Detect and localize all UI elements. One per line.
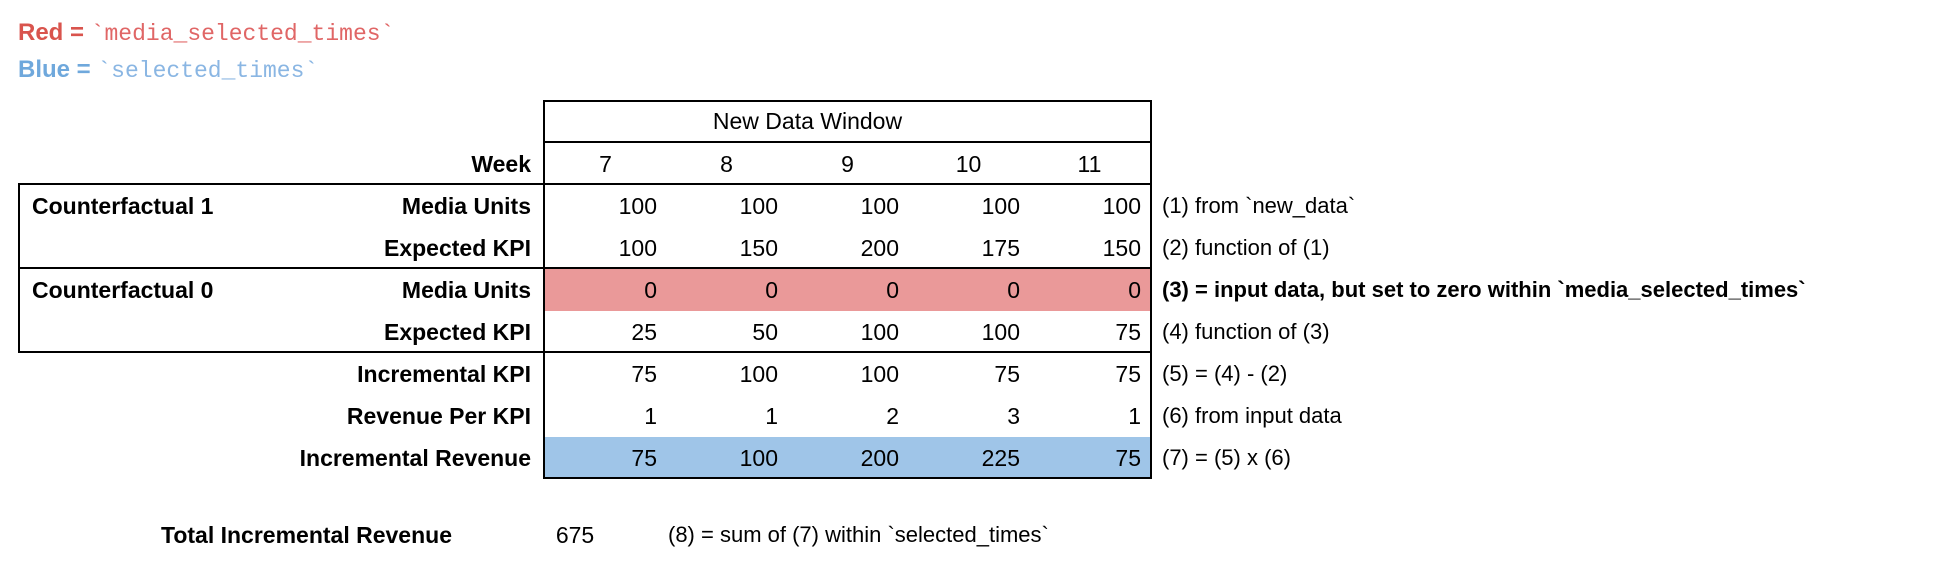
row-annotation-7: (7) = (5) x (6): [1162, 445, 1291, 470]
row-label-expected-kpi-3: Expected KPI: [384, 319, 531, 345]
value-cell: 1: [1128, 403, 1141, 429]
value-cell: 100: [860, 361, 899, 387]
total-incremental-revenue-label: Total Incremental Revenue: [161, 522, 452, 548]
value-cell: 150: [1102, 235, 1141, 261]
row-annotation-2: (2) function of (1): [1162, 235, 1330, 260]
value-cell: 100: [1102, 193, 1141, 219]
value-cell: 200: [860, 235, 899, 261]
value-cell: 0: [1007, 277, 1020, 303]
value-cell: 100: [860, 193, 899, 219]
table-bottom-border: [543, 477, 1152, 479]
value-cell: 75: [1115, 445, 1141, 471]
total-annotation: (8) = sum of (7) within `selected_times`: [668, 522, 1049, 547]
total-incremental-revenue-value: 675: [555, 522, 595, 548]
value-cell: 3: [1007, 403, 1020, 429]
value-cell: 200: [860, 445, 899, 471]
legend-blue-line: Blue = `selected_times`: [18, 55, 318, 86]
row-label-expected-kpi-1: Expected KPI: [384, 235, 531, 261]
value-cell: 75: [631, 361, 657, 387]
week-row-label: Week: [471, 151, 531, 177]
value-cell: 1: [765, 403, 778, 429]
table-top-border: [543, 100, 1152, 102]
table-left-border: [543, 100, 545, 479]
row-values-incremental-kpi-4: 75 100 100 75 75: [545, 353, 1150, 395]
week-header-cell-7: 7: [599, 151, 612, 177]
value-cell: 0: [1128, 277, 1141, 303]
value-cell: 25: [631, 319, 657, 345]
value-cell: 75: [1115, 319, 1141, 345]
row-values-revenue-per-kpi-5: 1 1 2 3 1: [545, 395, 1150, 437]
value-cell: 0: [886, 277, 899, 303]
row-values-incremental-revenue-6: 75 100 200 225 75: [545, 437, 1150, 479]
row-values-expected-kpi-3: 25 50 100 100 75: [545, 311, 1150, 353]
row-values-media-units-2: 0 0 0 0 0: [545, 269, 1150, 311]
week-header-cell-10: 10: [955, 151, 982, 177]
value-cell: 0: [644, 277, 657, 303]
row-annotation-3: (3) = input data, but set to zero within…: [1162, 277, 1806, 302]
legend-blue-code: `selected_times`: [97, 58, 319, 84]
row-annotation-1: (1) from `new_data`: [1162, 193, 1356, 218]
media-selected-times-red-highlight: [545, 269, 1150, 311]
row-values-expected-kpi-1: 100 150 200 175 150: [545, 227, 1150, 269]
value-cell: 100: [618, 193, 657, 219]
week-header-cell-8: 8: [720, 151, 733, 177]
value-cell: 100: [860, 319, 899, 345]
header-separator-line: [543, 141, 1152, 143]
counterfactual-boxes-divider: [18, 267, 1152, 269]
value-cell: 100: [739, 193, 778, 219]
row-label-incremental-revenue-6: Incremental Revenue: [299, 445, 531, 471]
group-label-counterfactual-0: Counterfactual 0: [32, 277, 214, 303]
value-cell: 225: [981, 445, 1020, 471]
row-annotation-6: (6) from input data: [1162, 403, 1342, 428]
table-header-title: New Data Window: [712, 108, 903, 134]
value-cell: 100: [981, 193, 1020, 219]
value-cell: 175: [981, 235, 1020, 261]
value-cell: 75: [994, 361, 1020, 387]
week-header-cell-11: 11: [1077, 151, 1102, 177]
value-cell: 0: [765, 277, 778, 303]
value-cell: 150: [739, 235, 778, 261]
row-annotation-5: (5) = (4) - (2): [1162, 361, 1288, 386]
selected-times-blue-highlight: [545, 437, 1150, 477]
legend-red-code: `media_selected_times`: [90, 21, 395, 47]
value-cell: 2: [886, 403, 899, 429]
value-cell: 75: [1115, 361, 1141, 387]
row-values-media-units-0: 100 100 100 100 100: [545, 185, 1150, 227]
row-label-media-units-2: Media Units: [401, 277, 531, 303]
week-header-row: 7 8 9 10 11: [545, 143, 1150, 185]
value-cell: 1: [644, 403, 657, 429]
table-right-border: [1150, 100, 1152, 479]
value-cell: 50: [752, 319, 778, 345]
row-label-revenue-per-kpi-5: Revenue Per KPI: [346, 403, 531, 429]
legend-blue-label: Blue =: [18, 56, 91, 83]
row-label-incremental-kpi-4: Incremental KPI: [357, 361, 531, 387]
value-cell: 100: [739, 361, 778, 387]
row-annotation-4: (4) function of (3): [1162, 319, 1330, 344]
value-cell: 100: [981, 319, 1020, 345]
table-header: New Data Window: [543, 100, 1152, 143]
group-box-left-border: [18, 183, 20, 353]
row-label-media-units-0: Media Units: [401, 193, 531, 219]
value-cell: 100: [618, 235, 657, 261]
legend-red-label: Red =: [18, 19, 85, 46]
value-cell: 75: [631, 445, 657, 471]
value-cell: 100: [739, 445, 778, 471]
week-header-cell-9: 9: [841, 151, 854, 177]
group-label-counterfactual-1: Counterfactual 1: [32, 193, 214, 219]
legend-red-line: Red = `media_selected_times`: [18, 18, 394, 49]
week-separator-and-group-box-top: [18, 183, 1152, 185]
group-box-bottom-line: [18, 351, 1152, 353]
